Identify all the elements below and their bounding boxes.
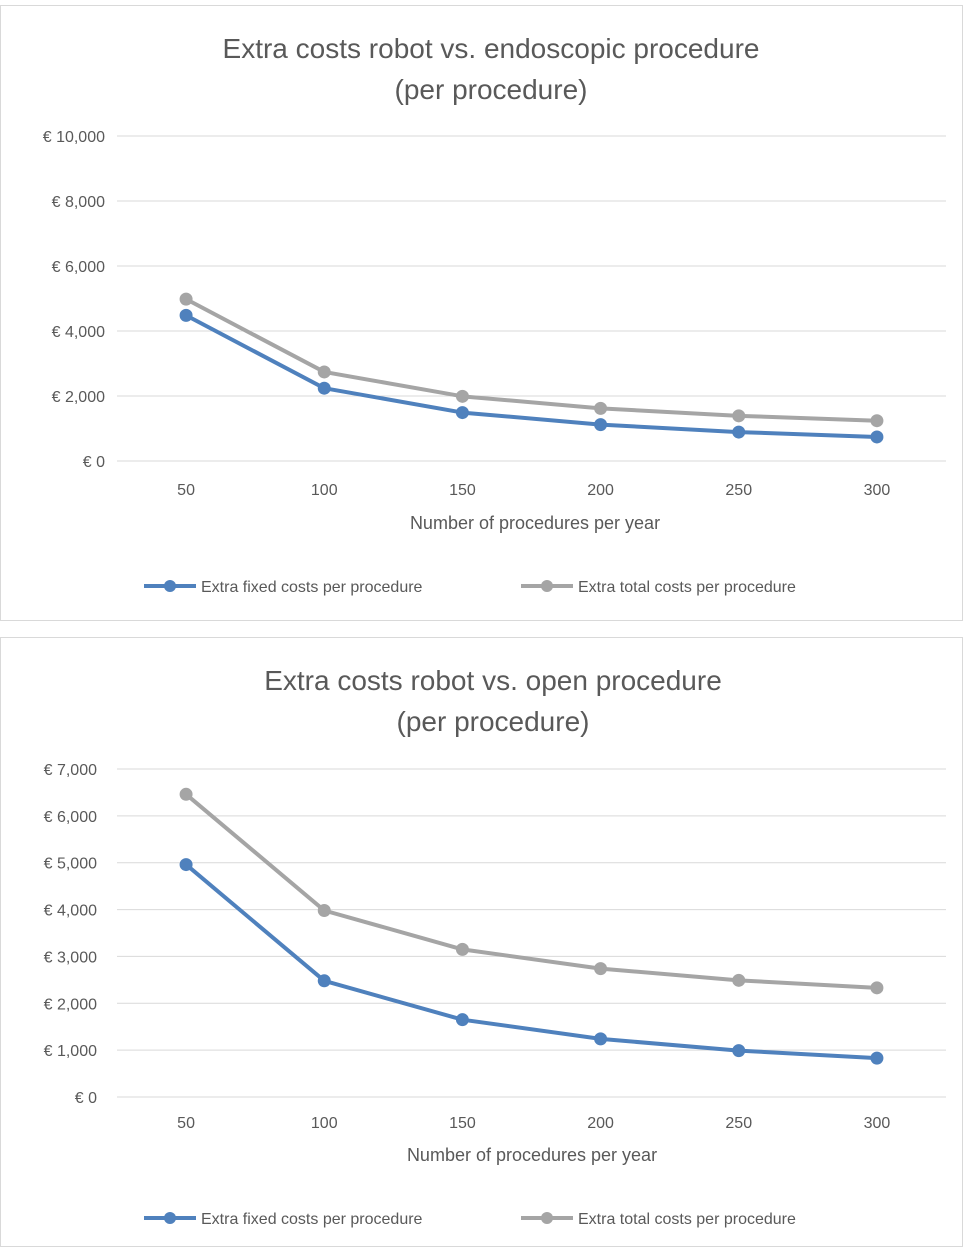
x-tick-label: 300	[864, 1115, 891, 1132]
series-2-point	[870, 981, 884, 995]
y-tick-label: € 1,000	[44, 1043, 97, 1060]
series-1-point	[179, 858, 193, 872]
y-tick-label: € 4,000	[44, 903, 97, 920]
series-1-point	[870, 1051, 884, 1065]
chart-open: Extra costs robot vs. open procedure (pe…	[0, 637, 963, 1247]
legend-label: Extra total costs per procedure	[578, 1211, 796, 1228]
series-2-point	[732, 973, 746, 987]
x-tick-label: 200	[587, 482, 614, 499]
series-1-point	[455, 406, 469, 420]
y-tick-label: € 2,000	[44, 996, 97, 1013]
series-1-point	[732, 425, 746, 439]
y-tick-label: € 5,000	[44, 856, 97, 873]
series-2-point	[455, 942, 469, 956]
y-tick-label: € 0	[83, 454, 105, 471]
chart-subtitle: (per procedure)	[397, 706, 590, 737]
chart-endoscopic-svg: Extra costs robot vs. endoscopic procedu…	[43, 33, 946, 596]
series-2-point	[594, 962, 608, 976]
series-1-point	[594, 1032, 608, 1046]
y-tick-label: € 4,000	[52, 324, 105, 341]
series-2-point	[732, 409, 746, 423]
series-1-point	[179, 308, 193, 322]
chart-title: Extra costs robot vs. open procedure	[264, 665, 722, 696]
legend-swatch-marker	[541, 1212, 553, 1224]
x-tick-label: 150	[449, 1115, 476, 1132]
y-tick-label: € 3,000	[44, 949, 97, 966]
series-1-point	[594, 418, 608, 432]
y-tick-label: € 6,000	[52, 259, 105, 276]
legend-swatch-marker	[541, 580, 553, 592]
x-tick-label: 150	[449, 482, 476, 499]
x-tick-label: 100	[311, 1115, 338, 1132]
series-2-point	[870, 414, 884, 428]
x-tick-label: 50	[177, 482, 195, 499]
y-tick-label: € 7,000	[44, 762, 97, 779]
series-2-point	[455, 389, 469, 403]
series-line-2	[184, 792, 879, 990]
x-axis-title: Number of procedures per year	[407, 1145, 657, 1165]
legend-label: Extra fixed costs per procedure	[201, 579, 423, 596]
x-tick-label: 200	[587, 1115, 614, 1132]
chart-open-svg: Extra costs robot vs. open procedure (pe…	[44, 665, 946, 1228]
x-tick-label: 50	[177, 1115, 195, 1132]
legend-label: Extra fixed costs per procedure	[201, 1211, 423, 1228]
x-tick-label: 300	[864, 482, 891, 499]
series-2-point	[317, 904, 331, 918]
y-tick-label: € 8,000	[52, 194, 105, 211]
series-2-point	[317, 365, 331, 379]
series-1-point	[870, 430, 884, 444]
series-2-point	[594, 401, 608, 415]
y-tick-label: € 6,000	[44, 809, 97, 826]
x-tick-label: 250	[725, 1115, 752, 1132]
y-tick-label: € 0	[75, 1090, 97, 1107]
series-1-point	[317, 381, 331, 395]
y-tick-label: € 2,000	[52, 389, 105, 406]
series-line-1	[184, 862, 879, 1061]
chart-subtitle: (per procedure)	[395, 74, 588, 105]
series-2-point	[179, 292, 193, 306]
series-line-2	[184, 297, 879, 423]
chart-endoscopic: Extra costs robot vs. endoscopic procedu…	[0, 5, 963, 621]
x-tick-label: 250	[725, 482, 752, 499]
x-axis-title: Number of procedures per year	[410, 513, 660, 533]
series-1-point	[732, 1044, 746, 1058]
y-tick-label: € 10,000	[43, 129, 105, 146]
legend-swatch-marker	[164, 580, 176, 592]
chart-title: Extra costs robot vs. endoscopic procedu…	[223, 33, 760, 64]
legend-swatch-marker	[164, 1212, 176, 1224]
x-tick-label: 100	[311, 482, 338, 499]
series-1-point	[317, 974, 331, 988]
series-line-1	[184, 313, 879, 439]
series-2-point	[179, 787, 193, 801]
legend-label: Extra total costs per procedure	[578, 579, 796, 596]
series-1-point	[455, 1013, 469, 1027]
